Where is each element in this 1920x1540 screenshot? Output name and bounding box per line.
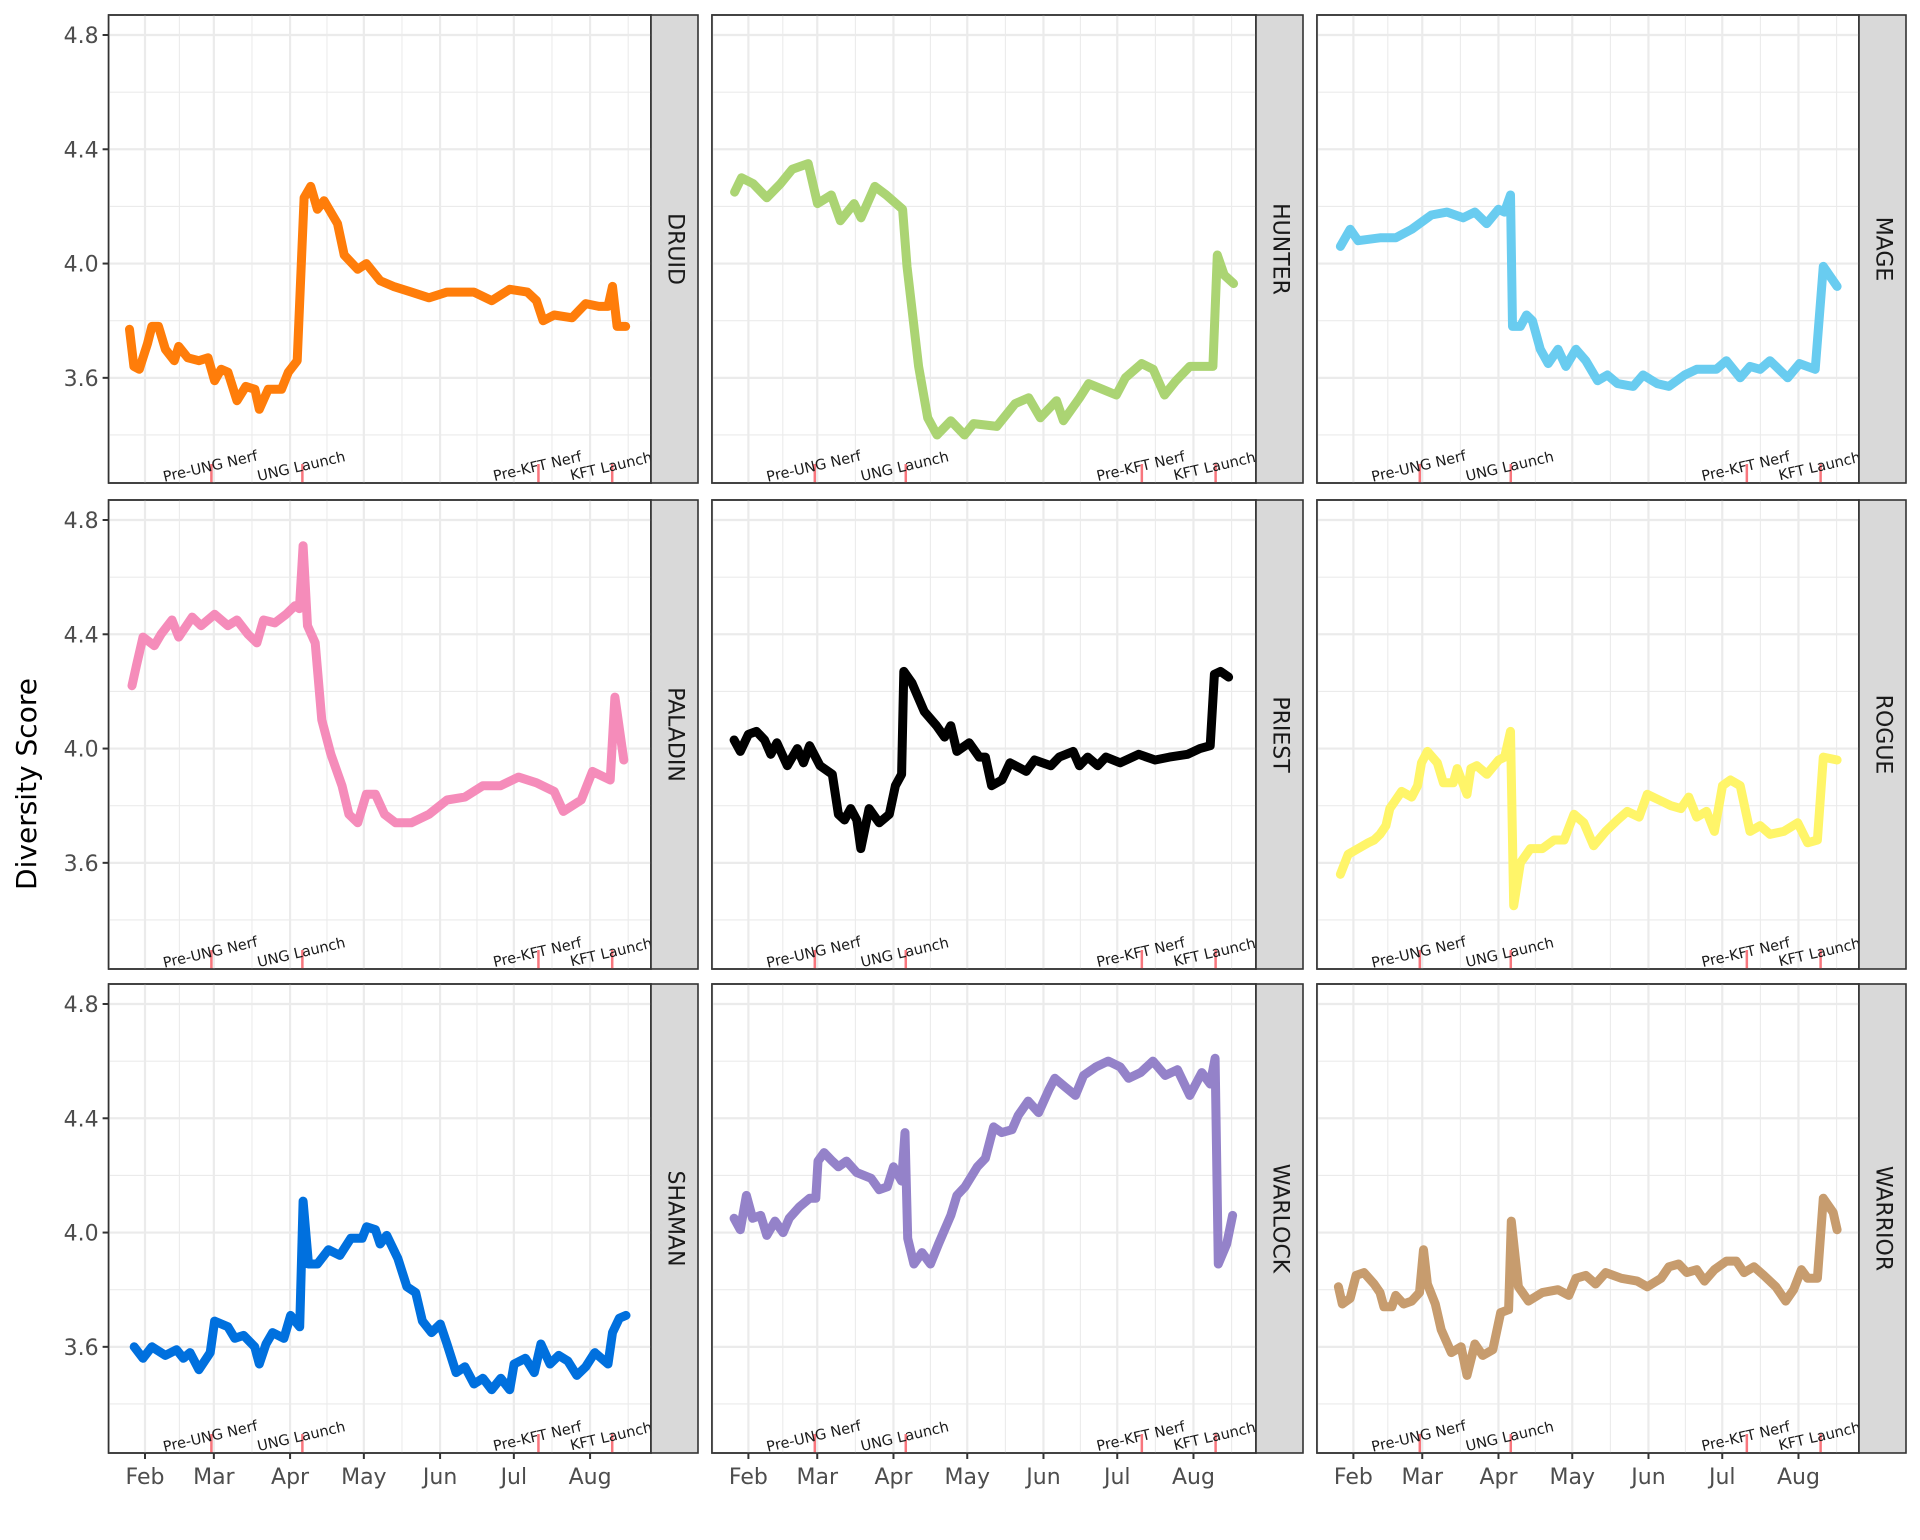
series-line-warrior (1333, 1193, 1842, 1380)
facet-strip-label: ROGUE (1871, 695, 1896, 775)
y-axis: 4.8 4.4 4.0 3.6 4.8 4.4 4.0 3.6 4.8 4.4 4.0 3.6 (64, 24, 109, 1361)
y-tick-label: 3.6 (64, 852, 99, 877)
x-tick-label: May (341, 1465, 386, 1490)
y-tick-label: 4.0 (64, 738, 99, 763)
x-tick-label: Jun (421, 1465, 457, 1490)
series-line-mage (1335, 190, 1842, 391)
plot-area (711, 14, 1257, 484)
y-tick-label: 3.6 (64, 1336, 99, 1361)
series-line-shaman (129, 1196, 631, 1395)
x-tick-label: Jun (1629, 1465, 1665, 1490)
x-tick-label: Apr (874, 1465, 913, 1490)
x-tick-label: Jul (1102, 1465, 1131, 1490)
gridlines (108, 15, 651, 483)
y-tick-label: 4.0 (64, 253, 99, 278)
x-axis: Feb Mar Apr May Jun Jul Aug Feb Mar Apr May Jun Jul A… (126, 1453, 1820, 1490)
x-tick-label: Aug (1172, 1465, 1215, 1490)
facet-strip (650, 983, 699, 1454)
plot-area (107, 983, 652, 1454)
plot-area (711, 499, 1257, 970)
x-tick-label: Mar (193, 1465, 235, 1490)
x-tick-label: Feb (729, 1465, 768, 1490)
y-tick-label: 4.0 (64, 1222, 99, 1247)
x-tick-label: Mar (1401, 1465, 1443, 1490)
facet-strip-label: PALADIN (663, 687, 688, 782)
plot-area (107, 499, 652, 970)
series-line-paladin (127, 541, 629, 828)
series-line-druid (125, 181, 631, 414)
y-axis-title: Diversity Score (10, 678, 43, 890)
facet-strip (1858, 499, 1907, 970)
plot-area (107, 14, 652, 484)
x-tick-label: Jul (499, 1465, 528, 1490)
x-tick-label: May (945, 1465, 990, 1490)
facet-strip (650, 14, 699, 484)
gridlines (1317, 984, 1859, 1453)
x-tick-label: Aug (1777, 1465, 1820, 1490)
series-line-warlock (729, 1053, 1238, 1269)
x-tick-label: Jul (1707, 1465, 1736, 1490)
facet-strip (1255, 14, 1304, 484)
x-tick-label: Feb (126, 1465, 165, 1490)
plot-area (711, 983, 1257, 1454)
series-line-hunter (730, 159, 1239, 440)
facet-strip (1858, 14, 1907, 484)
facet-strip-label: SHAMAN (663, 1170, 688, 1266)
plot-area (1316, 14, 1860, 484)
facet-strip (1255, 983, 1304, 1454)
facet-strip (1255, 499, 1304, 970)
y-tick-label: 4.4 (64, 138, 99, 163)
y-tick-label: 4.8 (64, 24, 99, 49)
y-tick-label: 4.4 (64, 623, 99, 648)
facet-strip-label: PRIEST (1268, 696, 1293, 773)
x-tick-label: Aug (569, 1465, 612, 1490)
series-line-priest (729, 666, 1234, 854)
x-tick-label: Apr (271, 1465, 310, 1490)
x-tick-label: Feb (1334, 1465, 1373, 1490)
gridlines (1317, 15, 1859, 483)
plot-area (1316, 499, 1860, 970)
y-tick-label: 3.6 (64, 367, 99, 392)
facet-strip (1858, 983, 1907, 1454)
x-tick-label: Mar (796, 1465, 838, 1490)
series-line-rogue (1335, 726, 1842, 911)
facet-strip-label: DRUID (663, 213, 688, 285)
y-tick-label: 4.8 (64, 993, 99, 1018)
gridlines (108, 500, 651, 969)
facet-strip-label: WARLOCK (1268, 1164, 1293, 1274)
y-tick-label: 4.4 (64, 1107, 99, 1132)
x-tick-label: Jun (1024, 1465, 1060, 1490)
plot-area (1316, 983, 1860, 1454)
x-tick-label: May (1550, 1465, 1595, 1490)
facet-strip-label: HUNTER (1268, 203, 1293, 295)
facet-strip (650, 499, 699, 970)
gridlines (108, 984, 651, 1453)
facet-strip-label: WARRIOR (1871, 1166, 1896, 1271)
y-tick-label: 4.8 (64, 509, 99, 534)
facet-strip-label: MAGE (1871, 217, 1896, 282)
x-tick-label: Apr (1479, 1465, 1518, 1490)
